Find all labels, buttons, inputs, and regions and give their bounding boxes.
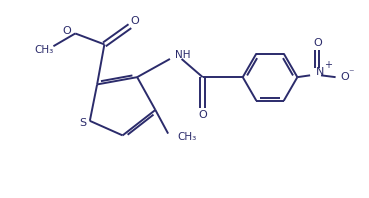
Text: CH₃: CH₃ [35,45,54,55]
Text: ⁻: ⁻ [348,69,354,79]
Text: S: S [80,118,87,128]
Text: O: O [198,110,207,120]
Text: O: O [313,38,322,48]
Text: O: O [340,72,349,82]
Text: CH₃: CH₃ [177,132,196,142]
Text: +: + [324,60,332,70]
Text: O: O [62,26,71,36]
Text: O: O [130,16,139,27]
Text: N: N [315,67,324,77]
Text: NH: NH [175,50,191,60]
